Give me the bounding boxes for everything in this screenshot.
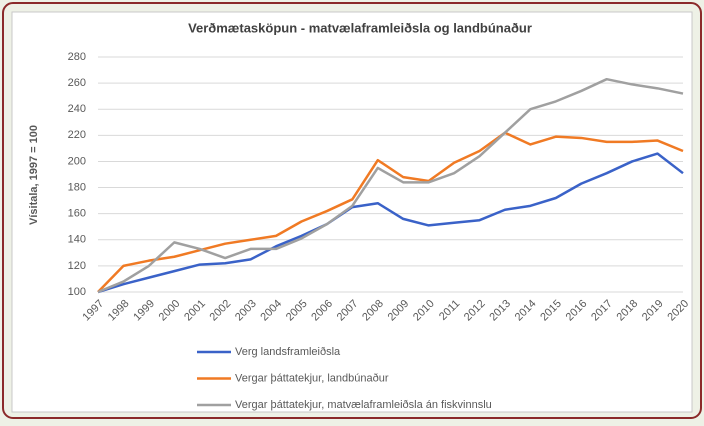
chart-area bbox=[11, 11, 693, 413]
chart-title: Verðmætasköpun - matvælaframleiðsla og l… bbox=[188, 20, 532, 35]
y-tick-label: 240 bbox=[68, 103, 86, 115]
y-tick-label: 100 bbox=[68, 286, 86, 298]
y-tick-label: 160 bbox=[68, 208, 86, 220]
y-tick-label: 260 bbox=[68, 77, 86, 89]
y-tick-label: 280 bbox=[68, 51, 86, 63]
series-line bbox=[97, 152, 684, 294]
y-tick-label: 120 bbox=[68, 260, 86, 272]
series-line bbox=[97, 131, 684, 293]
legend-label: Verg landsframleiðsla bbox=[235, 346, 341, 358]
y-axis-label: Vísitala, 1997 = 100 bbox=[28, 125, 40, 225]
y-tick-label: 220 bbox=[68, 129, 86, 141]
y-tick-label: 180 bbox=[68, 181, 86, 193]
y-tick-label: 140 bbox=[68, 234, 86, 246]
legend-label: Vergar þáttatekjur, matvælaframleiðsla á… bbox=[235, 399, 492, 411]
series-line bbox=[97, 77, 684, 294]
legend-label: Vergar þáttatekjur, landbúnaður bbox=[235, 372, 389, 384]
y-tick-label: 200 bbox=[68, 155, 86, 167]
